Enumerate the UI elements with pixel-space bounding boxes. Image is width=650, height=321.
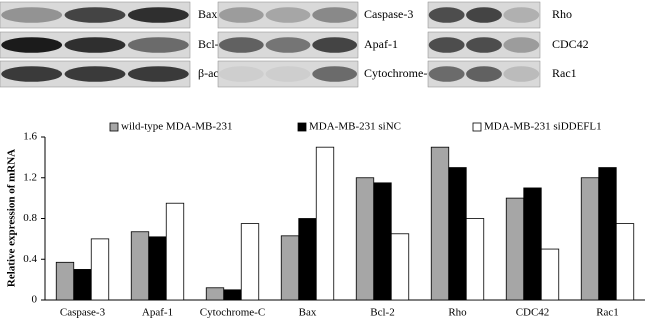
legend-label: MDA-MB-231 siDDEFL1 — [484, 121, 602, 133]
bar — [505, 197, 525, 301]
blot-label: Apaf-1 — [364, 37, 398, 51]
bar — [598, 167, 617, 301]
blot-band — [466, 66, 502, 82]
blot-band — [1, 37, 63, 53]
blot-band — [428, 66, 465, 82]
bar — [615, 223, 635, 301]
bar — [165, 202, 185, 301]
x-tick-label: Caspase-3 — [60, 307, 106, 319]
y-axis-label: Relative expression of mRNA — [6, 149, 18, 287]
bar — [280, 235, 300, 301]
blot-band — [312, 37, 358, 53]
blot-label: CDC42 — [552, 37, 589, 51]
blot-band — [64, 7, 126, 23]
blot-band — [265, 66, 311, 82]
blot-band — [466, 7, 502, 23]
blot-band — [428, 37, 465, 53]
x-tick-label: Bax — [299, 307, 317, 319]
blot-band — [312, 7, 358, 23]
bar — [240, 223, 260, 301]
blot-label: Cytochrome-C — [364, 66, 435, 80]
chart: Relative expression of mRNA 0 0.4 0.8 1.2 1.… — [6, 121, 645, 319]
bar — [315, 146, 335, 301]
bar — [465, 218, 485, 301]
legend-swatch — [472, 122, 482, 132]
bar — [448, 167, 467, 301]
blot-band — [127, 37, 189, 53]
legend-label: wild-type MDA-MB-231 — [121, 121, 233, 133]
blot-band — [503, 37, 540, 53]
bar — [90, 238, 110, 301]
y-tick-label: 0.8 — [23, 212, 37, 224]
blot-band — [64, 37, 126, 53]
y-tick-label: 1.2 — [23, 171, 37, 183]
x-tick-label: Bcl-2 — [370, 307, 394, 319]
legend-swatch — [297, 122, 307, 132]
blot-band — [312, 66, 358, 82]
bar — [223, 289, 242, 301]
bar — [148, 236, 167, 301]
bar — [430, 146, 450, 301]
blot-band — [265, 7, 311, 23]
blot-label: Bax — [198, 7, 217, 21]
blot-band — [428, 7, 465, 23]
blot-label: Rho — [552, 7, 572, 21]
blot-band — [127, 66, 189, 82]
blot-band — [1, 66, 63, 82]
x-tick-label: CDC42 — [516, 307, 550, 319]
x-tick-label: Apaf-1 — [142, 307, 173, 319]
blot-label: Caspase-3 — [364, 7, 413, 21]
bar — [523, 187, 542, 301]
bar — [55, 261, 75, 301]
x-tick-label: Rac1 — [596, 307, 619, 319]
x-tick-label: Cytochrome-C — [200, 307, 265, 319]
legend-swatch — [109, 122, 119, 132]
bar — [298, 218, 317, 301]
blot-band — [218, 66, 264, 82]
y-tick-label: 0.4 — [23, 253, 37, 265]
blot-label: Rac1 — [552, 66, 577, 80]
blot-band — [218, 37, 264, 53]
y-tick-label: 1.6 — [23, 131, 37, 143]
blot-band — [466, 37, 502, 53]
bar — [580, 177, 600, 301]
bar — [205, 287, 225, 301]
bar — [355, 177, 375, 301]
bar — [540, 248, 560, 301]
blot-band — [503, 7, 540, 23]
bar — [390, 233, 410, 301]
y-tick-label: 0 — [32, 294, 38, 306]
bar — [73, 269, 92, 301]
legend-label: MDA-MB-231 siNC — [309, 121, 401, 133]
blot-band — [127, 7, 189, 23]
x-tick-label: Rho — [448, 307, 467, 319]
blot-band — [64, 66, 126, 82]
blot-background — [217, 1, 359, 29]
western-blots: BaxBcl-2β-actinCaspase-3Apaf-1Cytochrome… — [0, 1, 589, 88]
blot-band — [265, 37, 311, 53]
bar — [130, 231, 150, 301]
blot-band — [1, 7, 63, 23]
bar — [373, 182, 392, 301]
blot-band — [218, 7, 264, 23]
blot-band — [503, 66, 540, 82]
